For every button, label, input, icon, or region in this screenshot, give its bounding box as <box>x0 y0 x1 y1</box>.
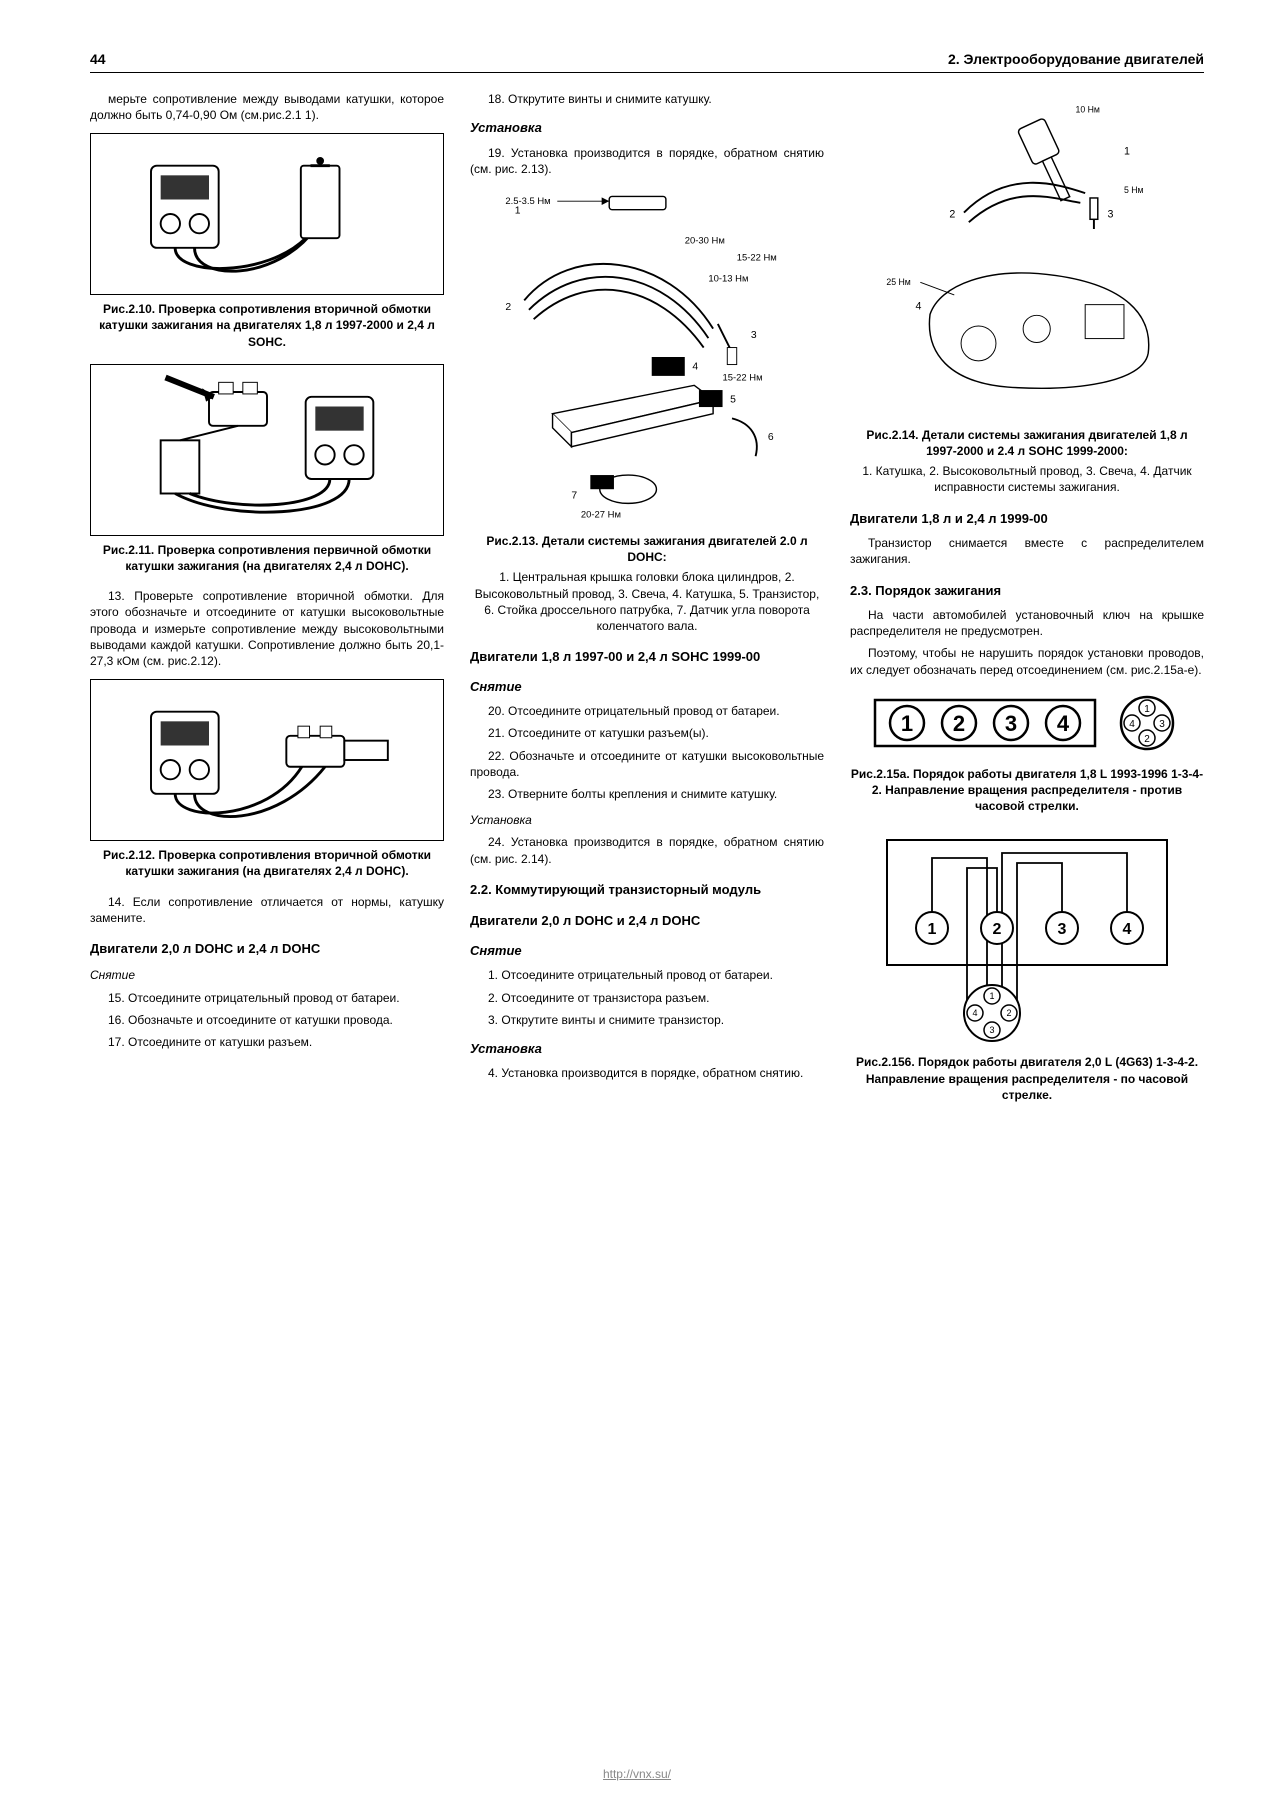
caption-sub-fig-2-13: 1. Центральная крышка головки блока цили… <box>470 569 824 634</box>
para: 2. Отсоедините от транзистора разъем. <box>470 990 824 1006</box>
svg-text:3: 3 <box>751 330 757 341</box>
svg-text:3: 3 <box>1058 921 1067 938</box>
heading-removal: Снятие <box>470 942 824 960</box>
heading-engines-18-24sohc: Двигатели 1,8 л 1997-00 и 2,4 л SOHC 199… <box>470 648 824 666</box>
page-header: 44 2. Электрооборудование двигателей <box>90 50 1204 73</box>
figure-2-15b: 1 2 3 4 1 2 3 4 <box>867 828 1187 1048</box>
para: 24. Установка производится в порядке, об… <box>470 834 824 866</box>
svg-text:1: 1 <box>989 991 994 1001</box>
heading-20-24-dohc: Двигатели 2,0 л DOHC и 2,4 л DOHC <box>470 912 824 930</box>
para: 18. Открутите винты и снимите катушку. <box>470 91 824 107</box>
para: 13. Проверьте сопротивление вторичной об… <box>90 588 444 669</box>
figure-2-10 <box>90 133 444 295</box>
svg-text:2: 2 <box>993 921 1002 938</box>
svg-text:3: 3 <box>1005 711 1017 736</box>
svg-text:3: 3 <box>1159 719 1165 730</box>
svg-text:20-30 Нм: 20-30 Нм <box>685 236 725 247</box>
caption-fig-2-10: Рис.2.10. Проверка сопротивления вторичн… <box>90 301 444 350</box>
caption-sub-fig-2-14: 1. Катушка, 2. Высоковольтный провод, 3.… <box>850 463 1204 495</box>
section-title: 2. Электрооборудование двигателей <box>948 50 1204 69</box>
svg-text:5: 5 <box>730 394 736 405</box>
figure-2-14: 10 Нм 5 Нм 25 Нм 1 2 3 <box>850 101 1204 421</box>
heading-18-24-9900: Двигатели 1,8 л и 2,4 л 1999-00 <box>850 510 1204 528</box>
figure-2-12 <box>90 679 444 841</box>
svg-text:3: 3 <box>989 1025 994 1035</box>
svg-text:1: 1 <box>1144 704 1150 715</box>
para: 3. Открутите винты и снимите транзистор. <box>470 1012 824 1028</box>
svg-text:15-22 Нм: 15-22 Нм <box>737 253 777 264</box>
caption-fig-2-15b: Рис.2.156. Порядок работы двигателя 2,0 … <box>850 1054 1204 1103</box>
caption-fig-2-11: Рис.2.11. Проверка сопротивления первичн… <box>90 542 444 574</box>
heading-engines-20-24-dohc: Двигатели 2,0 л DOHC и 2,4 л DOHC <box>90 940 444 958</box>
heading-removal: Снятие <box>470 678 824 696</box>
heading-removal: Снятие <box>90 967 444 983</box>
column-2: 18. Открутите винты и снимите катушку. У… <box>470 91 824 1117</box>
para: 21. Отсоедините от катушки разъем(ы). <box>470 725 824 741</box>
heading-install: Установка <box>470 1040 824 1058</box>
svg-text:1: 1 <box>928 921 937 938</box>
heading-install: Установка <box>470 812 824 828</box>
para: 4. Установка производится в порядке, обр… <box>470 1065 824 1081</box>
columns-wrap: мерьте сопротивление между выводами кату… <box>90 91 1204 1117</box>
svg-text:4: 4 <box>972 1008 977 1018</box>
heading-install: Установка <box>470 119 824 137</box>
para: 16. Обозначьте и отсоедините от катушки … <box>90 1012 444 1028</box>
svg-text:20-27 Нм: 20-27 Нм <box>581 510 621 521</box>
svg-text:3: 3 <box>1107 208 1113 220</box>
svg-text:10-13 Нм: 10-13 Нм <box>708 273 748 284</box>
svg-text:2: 2 <box>505 302 511 313</box>
svg-text:6: 6 <box>768 432 774 443</box>
para: 14. Если сопротивление отличается от нор… <box>90 894 444 926</box>
footer-url[interactable]: http://vnx.su/ <box>0 1766 1274 1782</box>
caption-fig-2-14: Рис.2.14. Детали системы зажигания двига… <box>850 427 1204 459</box>
column-3: 10 Нм 5 Нм 25 Нм 1 2 3 <box>850 91 1204 1117</box>
para: 22. Обозначьте и отсоедините от катушки … <box>470 748 824 780</box>
para: Поэтому, чтобы не нарушить порядок устан… <box>850 645 1204 677</box>
svg-text:4: 4 <box>1129 719 1135 730</box>
para: На части автомобилей установочный ключ н… <box>850 607 1204 639</box>
para: 20. Отсоедините отрицательный провод от … <box>470 703 824 719</box>
page-container: 44 2. Электрооборудование двигателей мер… <box>0 0 1274 1800</box>
caption-fig-2-13: Рис.2.13. Детали системы зажигания двига… <box>470 533 824 565</box>
svg-text:15-22 Нм: 15-22 Нм <box>723 373 763 384</box>
svg-text:10 Нм: 10 Нм <box>1075 105 1099 115</box>
svg-text:1: 1 <box>1124 145 1130 157</box>
para: мерьте сопротивление между выводами кату… <box>90 91 444 123</box>
figure-2-15a: 1 2 3 4 1 3 2 4 <box>867 688 1187 760</box>
figure-2-11 <box>90 364 444 536</box>
svg-text:4: 4 <box>1123 921 1132 938</box>
svg-text:5 Нм: 5 Нм <box>1124 185 1144 195</box>
column-1: мерьте сопротивление между выводами кату… <box>90 91 444 1117</box>
para: 17. Отсоедините от катушки разъем. <box>90 1034 444 1050</box>
figure-2-13: 2.5-3.5 Нм 20-30 Нм 10-13 Нм 15-22 Нм 15… <box>470 187 824 527</box>
para: 23. Отверните болты крепления и снимите … <box>470 786 824 802</box>
svg-text:25 Нм: 25 Нм <box>886 277 910 287</box>
svg-text:4: 4 <box>1057 711 1070 736</box>
para: 1. Отсоедините отрицательный провод от б… <box>470 967 824 983</box>
caption-fig-2-12: Рис.2.12. Проверка сопротивления вторичн… <box>90 847 444 879</box>
svg-text:1: 1 <box>515 205 521 216</box>
svg-text:4: 4 <box>915 300 921 312</box>
svg-text:2: 2 <box>1144 734 1150 745</box>
svg-text:7: 7 <box>571 491 577 502</box>
svg-text:2: 2 <box>953 711 965 736</box>
page-number: 44 <box>90 50 106 69</box>
svg-text:2.5-3.5 Нм: 2.5-3.5 Нм <box>505 196 550 207</box>
para: 15. Отсоедините отрицательный провод от … <box>90 990 444 1006</box>
svg-text:1: 1 <box>901 711 913 736</box>
para: 19. Установка производится в порядке, об… <box>470 145 824 177</box>
svg-text:2: 2 <box>1006 1008 1011 1018</box>
caption-fig-2-15a: Рис.2.15а. Порядок работы двигателя 1,8 … <box>850 766 1204 815</box>
svg-text:4: 4 <box>692 361 698 372</box>
heading-2-2: 2.2. Коммутирующий транзисторный модуль <box>470 881 824 899</box>
svg-text:2: 2 <box>949 208 955 220</box>
para: Транзистор снимается вместе с распредели… <box>850 535 1204 567</box>
heading-2-3: 2.3. Порядок зажигания <box>850 582 1204 600</box>
